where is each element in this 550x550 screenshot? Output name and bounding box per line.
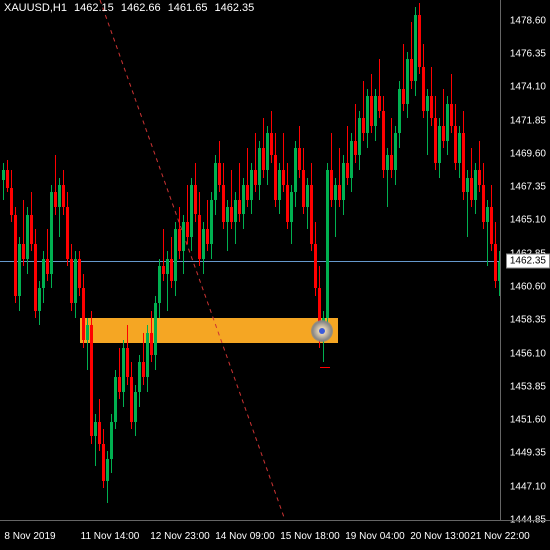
x-tick-label: 19 Nov 04:00 bbox=[345, 531, 405, 542]
chart-window[interactable]: XAUUSD,H1 1462.15 1462.66 1461.65 1462.3… bbox=[0, 0, 550, 550]
y-tick-label: 1447.10 bbox=[510, 481, 546, 492]
x-tick-label: 14 Nov 09:00 bbox=[215, 531, 275, 542]
ohlc-close: 1462.35 bbox=[215, 2, 255, 14]
y-axis: 1444.851447.101449.351451.601453.851456.… bbox=[500, 0, 550, 520]
x-tick-label: 11 Nov 14:00 bbox=[81, 531, 140, 542]
y-tick-label: 1449.35 bbox=[510, 448, 546, 459]
ohlc-high: 1462.66 bbox=[121, 2, 161, 14]
y-tick-label: 1460.60 bbox=[510, 281, 546, 292]
y-tick-label: 1476.35 bbox=[510, 48, 546, 59]
chart-header: XAUUSD,H1 1462.15 1462.66 1461.65 1462.3… bbox=[4, 2, 254, 14]
y-tick-label: 1465.10 bbox=[510, 215, 546, 226]
x-tick-label: 20 Nov 13:00 bbox=[410, 531, 470, 542]
symbol-label: XAUUSD,H1 bbox=[4, 2, 67, 14]
ohlc-low: 1461.65 bbox=[168, 2, 208, 14]
price-plot[interactable] bbox=[0, 0, 500, 520]
current-price-box: 1462.35 bbox=[506, 254, 550, 269]
ohlc-open: 1462.15 bbox=[74, 2, 114, 14]
y-tick-label: 1469.60 bbox=[510, 148, 546, 159]
y-tick-label: 1471.85 bbox=[510, 115, 546, 126]
y-tick-label: 1456.10 bbox=[510, 348, 546, 359]
y-tick-label: 1451.60 bbox=[510, 415, 546, 426]
demand-zone[interactable] bbox=[80, 318, 338, 343]
y-tick-label: 1478.60 bbox=[510, 15, 546, 26]
x-tick-label: 12 Nov 23:00 bbox=[150, 531, 210, 542]
y-tick-label: 1474.10 bbox=[510, 82, 546, 93]
signal-marker-icon[interactable] bbox=[311, 320, 333, 342]
stop-level-mark bbox=[320, 367, 330, 368]
y-tick-label: 1467.35 bbox=[510, 182, 546, 193]
x-tick-label: 21 Nov 22:00 bbox=[470, 531, 530, 542]
x-axis: 8 Nov 2019 11 Nov 14:00 12 Nov 23:00 14 Nov… bbox=[0, 520, 550, 550]
y-tick-label: 1458.35 bbox=[510, 315, 546, 326]
x-tick-label: 15 Nov 18:00 bbox=[280, 531, 340, 542]
x-tick-label: 8 Nov 2019 bbox=[4, 531, 55, 542]
y-tick-label: 1453.85 bbox=[510, 381, 546, 392]
